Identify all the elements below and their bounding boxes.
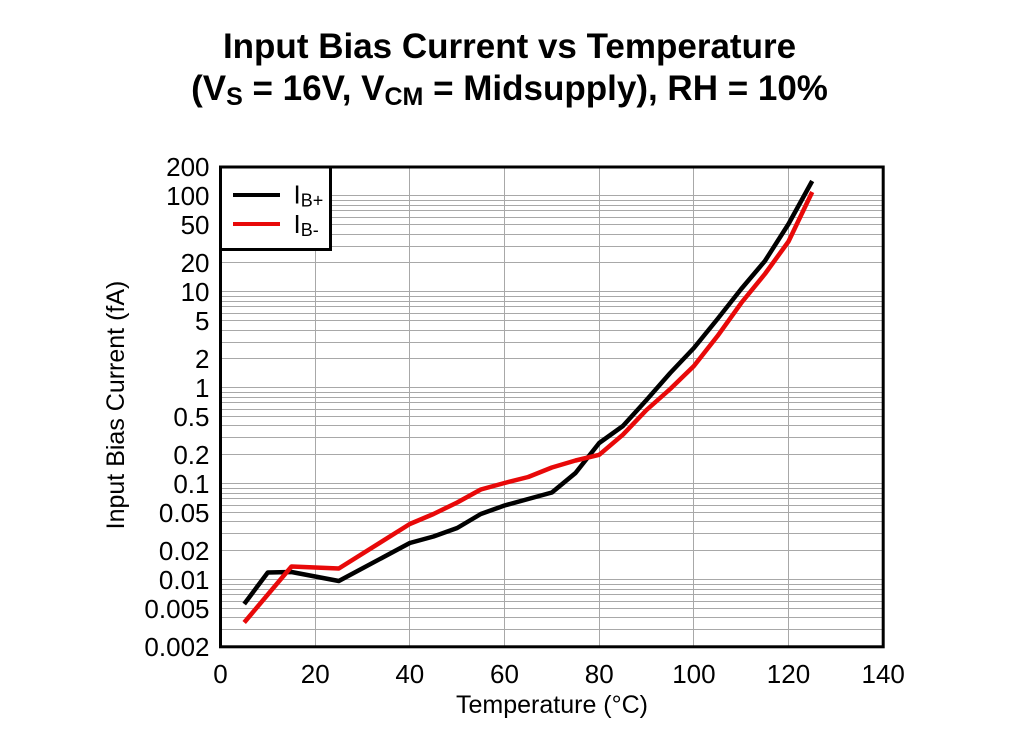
svg-text:40: 40 xyxy=(395,659,424,689)
svg-text:Input Bias Current vs Temperat: Input Bias Current vs Temperature xyxy=(223,27,796,66)
svg-text:0.2: 0.2 xyxy=(173,440,209,470)
svg-text:50: 50 xyxy=(181,210,210,240)
svg-text:0.01: 0.01 xyxy=(159,565,210,595)
svg-text:60: 60 xyxy=(490,659,519,689)
svg-text:140: 140 xyxy=(862,659,905,689)
svg-text:0.002: 0.002 xyxy=(144,632,209,662)
svg-text:0.005: 0.005 xyxy=(144,594,209,624)
svg-text:0: 0 xyxy=(213,659,227,689)
svg-text:20: 20 xyxy=(301,659,330,689)
svg-text:0.1: 0.1 xyxy=(173,469,209,499)
svg-text:120: 120 xyxy=(767,659,810,689)
svg-text:80: 80 xyxy=(585,659,614,689)
svg-text:Input Bias Current (fA): Input Bias Current (fA) xyxy=(102,281,130,530)
svg-text:10: 10 xyxy=(181,277,210,307)
svg-text:20: 20 xyxy=(181,248,210,278)
svg-text:0.5: 0.5 xyxy=(173,402,209,432)
svg-text:(VS = 16V, VCM = Midsupply), R: (VS = 16V, VCM = Midsupply), RH = 10% xyxy=(191,69,828,111)
svg-text:100: 100 xyxy=(672,659,715,689)
svg-text:Temperature (°C): Temperature (°C) xyxy=(456,691,648,719)
svg-text:200: 200 xyxy=(166,152,209,182)
svg-text:5: 5 xyxy=(195,306,209,336)
svg-text:1: 1 xyxy=(195,373,209,403)
svg-text:2: 2 xyxy=(195,344,209,374)
svg-text:0.05: 0.05 xyxy=(159,498,210,528)
svg-text:0.02: 0.02 xyxy=(159,536,210,566)
svg-text:100: 100 xyxy=(166,181,209,211)
